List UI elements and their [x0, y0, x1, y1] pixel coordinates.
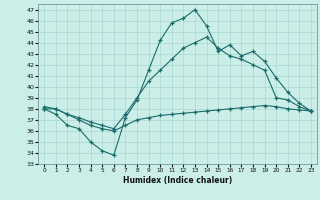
X-axis label: Humidex (Indice chaleur): Humidex (Indice chaleur): [123, 176, 232, 185]
